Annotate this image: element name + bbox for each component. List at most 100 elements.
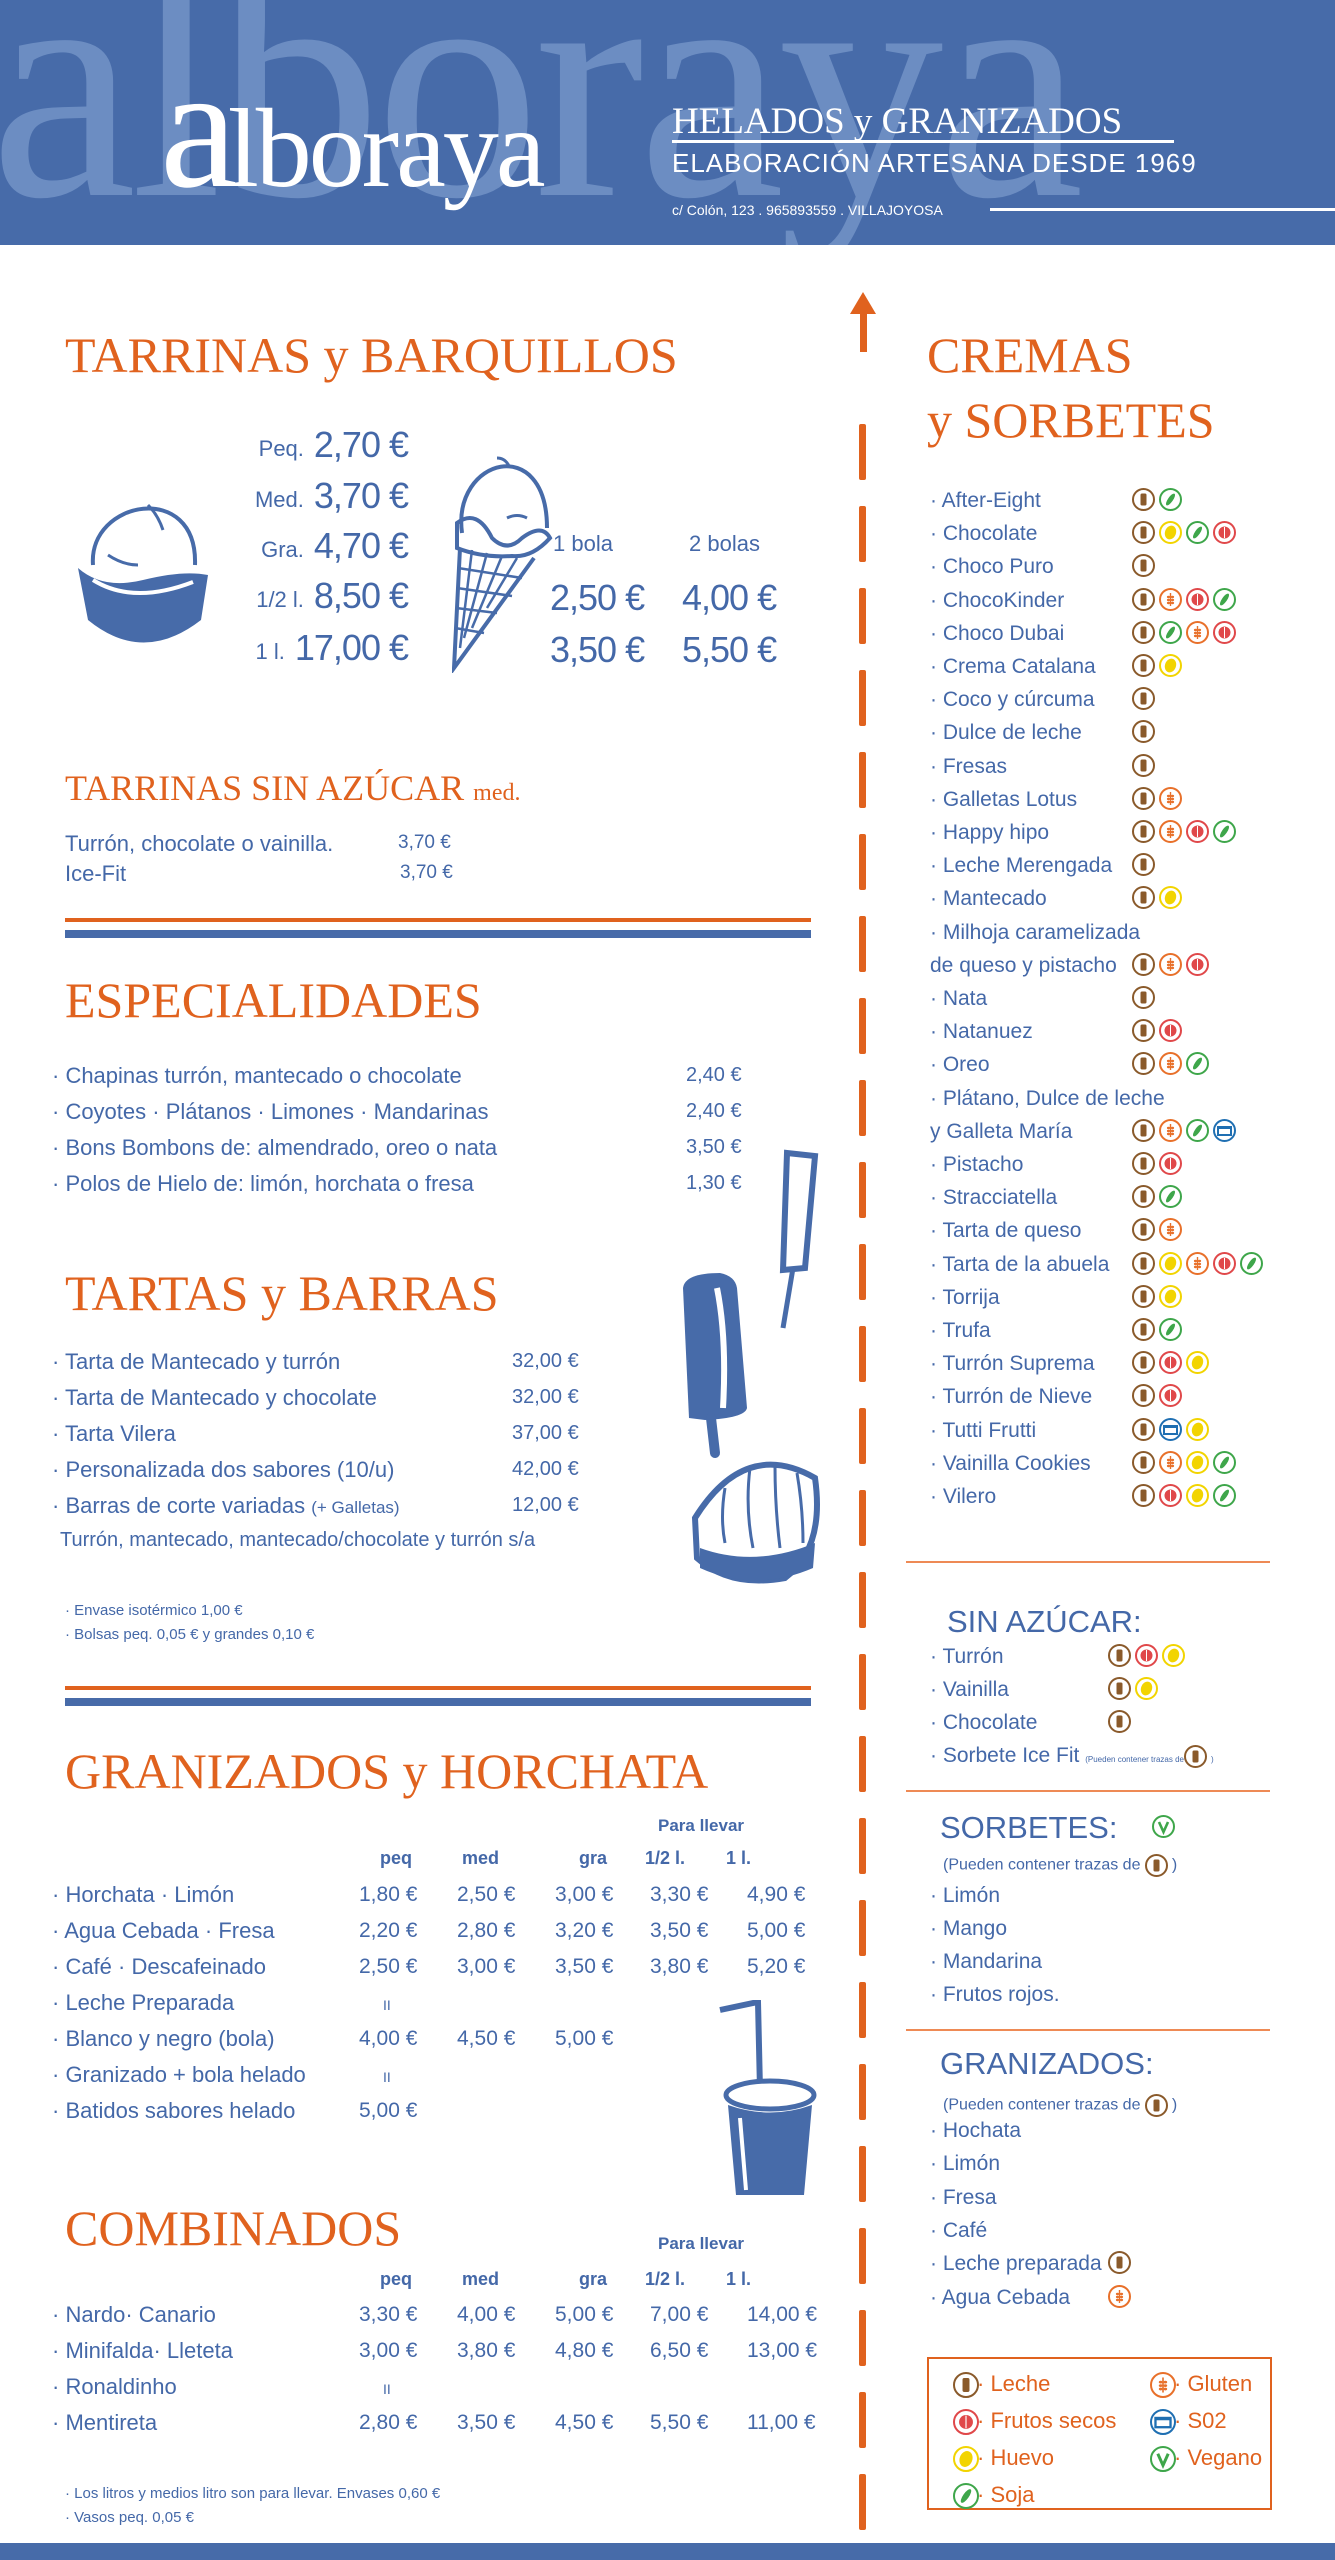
- para-llevar-label: Para llevar: [658, 1816, 745, 1835]
- title-text: TARRINAS SIN AZÚCAR: [65, 768, 465, 808]
- divider-dash: [859, 506, 866, 562]
- list-item: · Tutti Frutti: [930, 1418, 1037, 1442]
- leche-icon: [1132, 554, 1155, 578]
- divider-dash: [859, 2310, 866, 2366]
- leche-icon: [1132, 886, 1155, 910]
- list-item-price: 42,00 €: [512, 1458, 579, 1480]
- leche-icon: [1132, 1318, 1155, 1341]
- price-cell: 5,20 €: [747, 1955, 806, 1978]
- header-rule: [990, 208, 1335, 211]
- divider-dash: [859, 1408, 866, 1464]
- gluten-icon: [1159, 587, 1182, 611]
- huevo-icon: [1135, 1677, 1158, 1700]
- divider-dash: [859, 1736, 866, 1792]
- divider-dash: [859, 752, 866, 808]
- divider: [65, 1686, 811, 1690]
- allergen-icons: [1132, 886, 1186, 910]
- price-cell: 2,50 €: [359, 1955, 418, 1978]
- list-item: · Turrón de Nieve: [930, 1385, 1093, 1409]
- huevo-icon: [1162, 1644, 1185, 1667]
- soja-icon: [1159, 1318, 1182, 1341]
- logo: alboraya: [160, 40, 546, 215]
- legend-label: · Frutos secos: [977, 2408, 1117, 2433]
- column-header: peq: [380, 2269, 413, 2289]
- divider: [65, 1698, 811, 1706]
- divider-dash: [859, 588, 866, 644]
- list-item: · Vainilla: [930, 1678, 1009, 1701]
- header: alboraya HELADOS y GRANIZADOS ELABORACIÓ…: [0, 0, 1335, 245]
- popsicle-icon: [683, 1149, 820, 1584]
- list-item-price: 37,00 €: [512, 1422, 579, 1444]
- list-item: · Stracciatella: [930, 1186, 1058, 1210]
- list-item: · Tarta de queso: [930, 1219, 1082, 1243]
- list-item-name: · Tarta de Mantecado y turrón: [52, 1351, 340, 1373]
- section-title-tartas: TARTAS y BARRAS: [65, 1265, 499, 1321]
- size-price: 3,70 €: [313, 475, 409, 516]
- soja-icon: [1213, 1450, 1236, 1474]
- frutos-secos-icon: [1159, 1152, 1182, 1175]
- row-name: · Batidos sabores helado: [52, 2098, 296, 2123]
- leche-icon: [1132, 654, 1155, 677]
- price-cell: 2,20 €: [359, 1919, 418, 1942]
- divider: [906, 1790, 1270, 1792]
- ice-cream-tub-icon: [78, 503, 208, 643]
- soja-icon: [1186, 1052, 1209, 1076]
- divider-dash: [859, 1244, 866, 1300]
- frutos-secos-icon: [1159, 1019, 1182, 1043]
- icon-slot: [1144, 1854, 1172, 1877]
- leche-icon: [1132, 786, 1155, 810]
- frutos-secos-icon: [1213, 521, 1236, 545]
- divider-dash: [859, 2064, 866, 2120]
- frutos-secos-icon: [1186, 952, 1209, 976]
- huevo-icon: [1159, 654, 1182, 677]
- list-item: · Coco y cúrcuma: [930, 688, 1095, 712]
- tagline: HELADOS y GRANIZADOS: [672, 101, 1123, 142]
- list-item-name: · Coyotes · Plátanos · Limones · Mandari…: [52, 1099, 489, 1124]
- list-item-name: · Barras de corte variadas (+ Galletas): [52, 1495, 400, 1517]
- allergen-icons: [1132, 1185, 1186, 1209]
- size-label: 1/2 l.: [256, 587, 304, 612]
- price-cell: 3,00 €: [457, 1955, 516, 1978]
- price-cell: 13,00 €: [747, 2339, 818, 2362]
- list-item: · Mango: [930, 1917, 1008, 1940]
- price-cell: 5,50 €: [650, 2411, 709, 2434]
- allergen-icons: [1132, 1251, 1267, 1275]
- list-item: · Agua Cebada: [930, 2285, 1071, 2309]
- allergen-icons: [1132, 1318, 1186, 1341]
- huevo-icon: [1186, 1450, 1209, 1474]
- size-price: 2,70 €: [313, 424, 409, 465]
- close-paren: ): [1210, 1755, 1214, 1765]
- soja-icon: [953, 2483, 979, 2509]
- divider: [65, 930, 811, 938]
- leche-icon: [1144, 1854, 1168, 1877]
- allergen-icons: [1132, 786, 1186, 810]
- allergen-icons: [1132, 753, 1159, 777]
- divider: [906, 2029, 1270, 2031]
- leche-icon: [1132, 1284, 1155, 1308]
- allergen-icons: [1132, 1019, 1186, 1043]
- price-cell: 3,80 €: [650, 1955, 709, 1978]
- list-item-name: · Polos de Hielo de: limón, horchata o f…: [52, 1171, 474, 1196]
- para-llevar-label: Para llevar: [658, 2234, 745, 2253]
- list-item: · Choco Puro: [930, 555, 1054, 579]
- granizados-title: GRANIZADOS:: [940, 2046, 1154, 2081]
- cone-header-1: 1 bola: [553, 531, 613, 556]
- leche-icon: [1132, 1450, 1155, 1474]
- footer-note: · Vasos peq. 0,05 €: [65, 2509, 194, 2526]
- leche-icon: [1108, 1677, 1131, 1700]
- allergen-icons: [1132, 986, 1159, 1009]
- trace-note: (Pueden contener trazas de ): [943, 1854, 1177, 1877]
- allergen-icons: [1108, 2284, 1135, 2308]
- price-cell: 2,80 €: [359, 2411, 418, 2434]
- trace-note: (Pueden contener trazas de ): [943, 2094, 1177, 2117]
- huevo-icon: [1186, 1351, 1209, 1375]
- allergen-icons: [1132, 587, 1240, 611]
- price-cell: 3,50 €: [457, 2411, 516, 2434]
- frutos-secos-icon: [1159, 1384, 1182, 1408]
- list-item: · ChocoKinder: [930, 588, 1065, 612]
- allergen-icons: [1132, 1218, 1186, 1242]
- allergen-icons: [1132, 1384, 1186, 1408]
- divider-dash: [859, 1326, 866, 1382]
- divider-dash: [859, 1490, 866, 1546]
- huevo-icon: [1159, 886, 1182, 910]
